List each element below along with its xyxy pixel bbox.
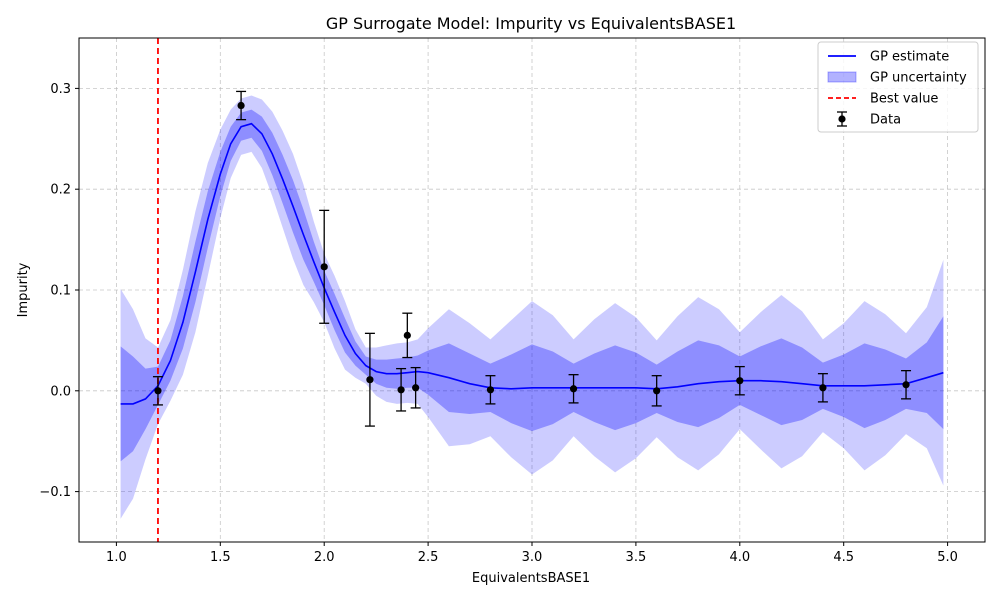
data-point (568, 374, 579, 404)
legend-label: Best value (870, 92, 938, 107)
legend: GP estimate GP uncertainty Best value Data (817, 41, 979, 133)
data-point (402, 312, 413, 359)
data-point (364, 332, 375, 427)
y-tick-label: −0.1 (39, 485, 71, 500)
y-tick-label: 0.0 (50, 384, 71, 399)
x-tick-label: 5.0 (937, 550, 958, 565)
data-point (734, 365, 745, 396)
legend-label: Data (870, 113, 901, 128)
uncertainty-bands (120, 95, 944, 519)
legend-box (817, 41, 979, 133)
gp-estimate-line (120, 122, 944, 405)
x-axis: 1.0 1.5 2.0 2.5 3.0 3.5 4.0 4.5 5.0 (106, 542, 958, 565)
data-marker (819, 384, 827, 392)
legend-swatch-patch (827, 71, 857, 83)
legend-label: GP uncertainty (870, 71, 967, 86)
data-marker (403, 331, 411, 339)
data-marker (653, 387, 661, 395)
legend-swatch-marker (838, 115, 846, 123)
data-point (817, 373, 828, 403)
legend-item: GP estimate (828, 50, 949, 65)
y-tick-label: 0.3 (50, 82, 71, 97)
data-point (319, 209, 330, 324)
data-point (651, 375, 662, 407)
uncertainty-band-outer (120, 95, 944, 519)
x-tick-label: 3.0 (522, 550, 543, 565)
legend-label: GP estimate (870, 50, 949, 65)
data-marker (154, 387, 162, 395)
mean-layer (120, 122, 944, 405)
x-tick-label: 2.5 (418, 550, 439, 565)
data-point (152, 376, 163, 406)
data-marker (902, 381, 910, 389)
chart-title: GP Surrogate Model: Impurity vs Equivale… (326, 14, 736, 33)
data-marker (366, 376, 374, 384)
data-marker (412, 384, 420, 392)
y-axis-label: Impurity (16, 262, 31, 317)
data-marker (397, 386, 405, 394)
data-marker (320, 263, 328, 271)
y-tick-label: 0.2 (50, 183, 71, 198)
data-marker (736, 377, 744, 385)
data-point (410, 366, 421, 409)
x-tick-label: 2.0 (314, 550, 335, 565)
x-tick-label: 3.5 (626, 550, 647, 565)
data-marker (237, 101, 245, 110)
x-axis-label: EquivalentsBASE1 (472, 571, 590, 586)
legend-item: Best value (828, 92, 938, 107)
x-tick-label: 1.5 (210, 550, 231, 565)
x-tick-label: 4.0 (729, 550, 750, 565)
x-tick-label: 4.5 (833, 550, 854, 565)
uncertainty-band-inner (120, 109, 944, 462)
data-marker (486, 386, 495, 394)
y-tick-label: 0.1 (50, 284, 71, 299)
data-point (236, 90, 247, 121)
x-tick-label: 1.0 (106, 550, 127, 565)
data-marker (569, 385, 578, 393)
legend-item: Data (837, 111, 901, 128)
y-axis: −0.1 0.0 0.1 0.2 0.3 (39, 82, 79, 500)
data-layer (152, 90, 912, 427)
data-point (396, 367, 407, 412)
data-point (485, 375, 496, 405)
data-point (901, 369, 912, 400)
legend-item: GP uncertainty (827, 71, 967, 86)
